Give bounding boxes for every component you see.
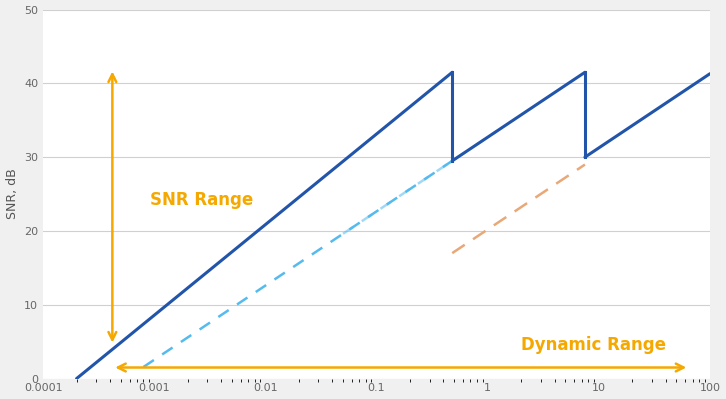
Text: Dynamic Range: Dynamic Range — [521, 336, 666, 354]
Y-axis label: SNR, dB: SNR, dB — [6, 169, 19, 219]
Text: SNR Range: SNR Range — [150, 191, 253, 209]
